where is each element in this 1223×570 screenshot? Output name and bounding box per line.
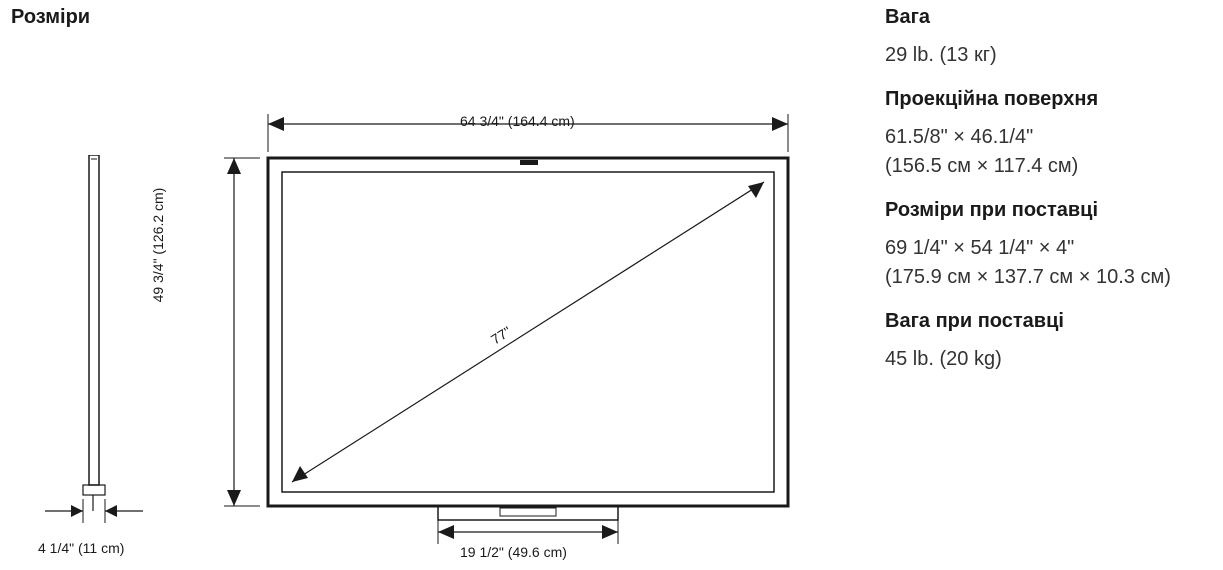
spec-weight-label: Вага — [885, 6, 1220, 29]
dimensions-heading: Розміри — [11, 6, 90, 29]
spec-weight-value: 29 lb. (13 кг) — [885, 41, 1220, 70]
spec-surface-line1: 61.5/8" × 46.1/4" — [885, 123, 1220, 152]
dim-depth-label: 4 1/4" (11 cm) — [38, 540, 124, 556]
dim-tray-label: 19 1/2" (49.6 cm) — [460, 544, 567, 560]
spec-ship-weight-label: Вага при поставці — [885, 310, 1220, 333]
dim-width-label: 64 3/4" (164.4 cm) — [460, 113, 575, 129]
dim-height-label: 49 3/4" (126.2 cm) — [150, 155, 166, 335]
spec-ship-weight-value: 45 lb. (20 kg) — [885, 345, 1220, 374]
spec-ship-dims-line2: (175.9 см × 137.7 см × 10.3 см) — [885, 263, 1220, 292]
spec-ship-dims-line1: 69 1/4" × 54 1/4" × 4" — [885, 234, 1220, 263]
spec-ship-dims-label: Розміри при поставці — [885, 199, 1220, 222]
spec-surface-line2: (156.5 см × 117.4 см) — [885, 152, 1220, 181]
spec-surface-label: Проекційна поверхня — [885, 88, 1220, 111]
